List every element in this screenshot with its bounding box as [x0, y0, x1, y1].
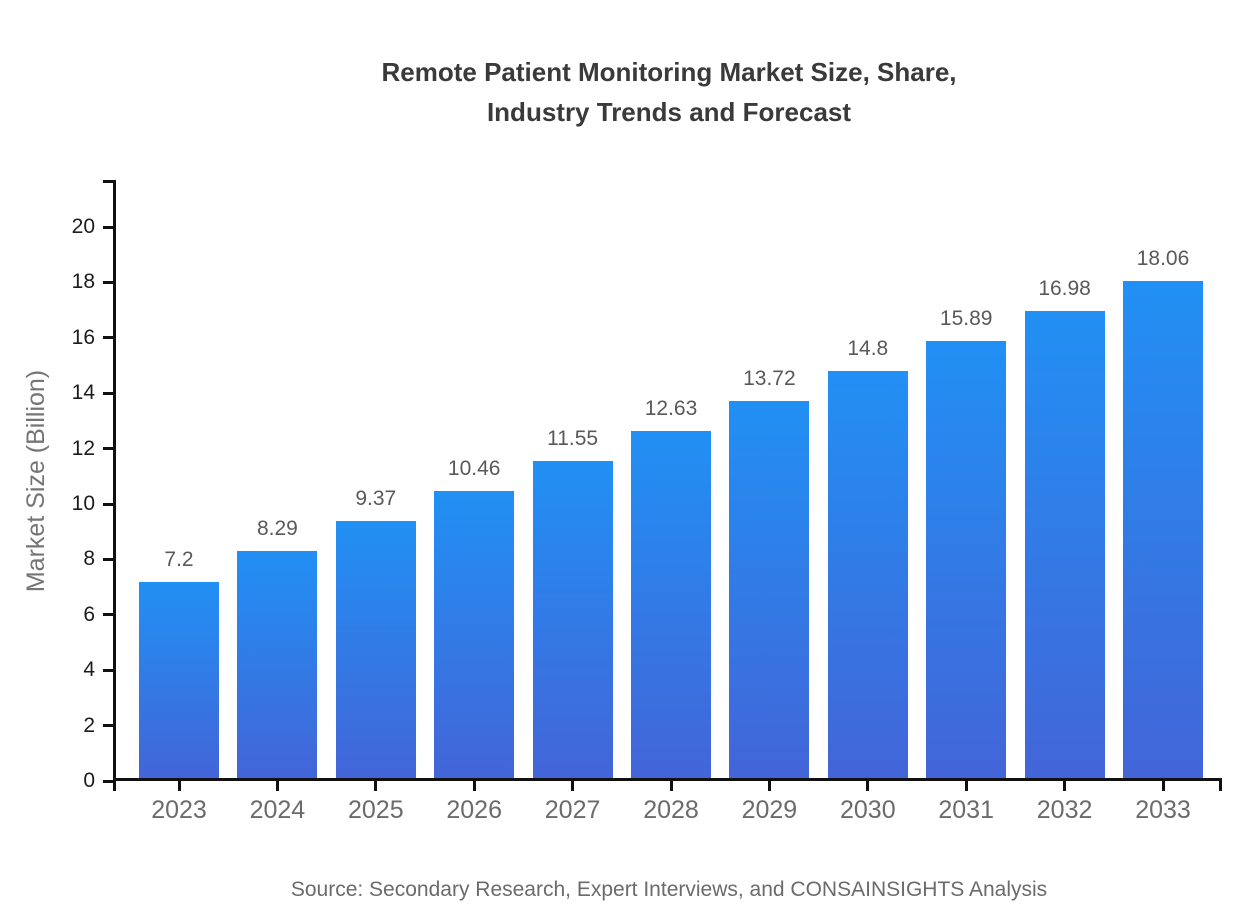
y-tick-label: 12	[71, 436, 95, 460]
x-tick-label: 2033	[1135, 796, 1191, 824]
y-tick-label: 8	[83, 547, 95, 571]
y-tick-mark	[103, 557, 113, 561]
chart-title-line2: Industry Trends and Forecast	[486, 97, 852, 127]
bar-value-label: 15.89	[939, 306, 993, 330]
bar-value-label: 18.06	[1136, 246, 1190, 270]
bar-value-label: 14.8	[847, 337, 889, 361]
bar-2027	[532, 461, 613, 778]
x-tick-label: 2027	[544, 796, 601, 824]
bar-value-label: 10.46	[447, 457, 501, 481]
y-tick-label: 6	[83, 602, 95, 626]
y-tick-label: 14	[71, 381, 95, 405]
y-tick-label: 4	[83, 658, 95, 682]
y-tick-mark	[103, 280, 113, 284]
y-tick-mark	[103, 502, 113, 506]
y-tick-mark	[103, 447, 113, 451]
x-axis-line	[113, 778, 1222, 781]
bar-2025	[335, 521, 416, 778]
x-tick-label: 2026	[446, 796, 502, 824]
x-tick-label: 2023	[151, 796, 207, 824]
bar-value-label: 12.63	[644, 397, 698, 421]
chart-title: Remote Patient Monitoring Market Size, S…	[116, 52, 1222, 132]
bar-2030	[827, 371, 908, 778]
x-tick-label: 2025	[347, 796, 404, 824]
bar-2028	[631, 431, 711, 778]
bar-2026	[434, 491, 515, 778]
y-tick-mark	[103, 225, 113, 229]
x-tick-label: 2031	[938, 796, 994, 824]
y-axis-end-tick	[103, 180, 113, 183]
y-axis-line	[113, 180, 116, 791]
x-tick-mark	[1063, 781, 1067, 791]
bar-value-label: 11.55	[547, 427, 599, 451]
x-tick-mark	[669, 781, 673, 791]
x-tick-label: 2029	[741, 796, 798, 824]
y-tick-label: 0	[83, 769, 95, 792]
x-tick-mark	[1161, 781, 1165, 791]
bar-value-label: 8.29	[256, 517, 298, 541]
y-tick-label: 20	[71, 215, 95, 238]
x-tick-mark	[374, 781, 378, 791]
chart-title-line1: Remote Patient Monitoring Market Size, S…	[381, 57, 957, 87]
x-tick-mark	[472, 781, 476, 791]
y-tick-mark	[103, 336, 113, 340]
y-tick-label: 16	[71, 325, 95, 349]
y-tick-mark	[103, 391, 113, 395]
x-tick-mark	[767, 781, 771, 791]
y-tick-mark	[103, 668, 113, 672]
bar-value-label: 13.72	[743, 366, 796, 390]
x-axis-end-tick	[1219, 781, 1222, 791]
x-tick-mark	[275, 781, 279, 791]
x-tick-mark	[866, 781, 870, 791]
bar-value-label: 7.2	[164, 547, 194, 571]
y-tick-mark	[103, 779, 113, 783]
bar-2033	[1123, 280, 1203, 778]
x-tick-label: 2032	[1036, 796, 1093, 824]
source-note: Source: Secondary Research, Expert Inter…	[290, 878, 1048, 901]
bar-2029	[729, 400, 810, 778]
y-tick-label: 18	[71, 270, 95, 294]
bar-2032	[1024, 310, 1105, 778]
y-tick-label: 10	[71, 492, 95, 515]
x-tick-label: 2024	[249, 796, 306, 824]
y-tick-label: 2	[83, 713, 95, 737]
x-tick-label: 2028	[643, 796, 699, 824]
bar-value-label: 9.37	[355, 487, 397, 511]
x-tick-label: 2030	[839, 796, 896, 824]
x-tick-mark	[571, 781, 575, 791]
x-tick-mark	[964, 781, 968, 791]
bar-2023	[139, 581, 219, 778]
bar-value-label: 16.98	[1038, 276, 1091, 300]
x-tick-mark	[177, 781, 181, 791]
y-tick-mark	[103, 613, 113, 617]
y-tick-mark	[103, 724, 113, 728]
bar-2031	[926, 340, 1007, 778]
bar-2024	[237, 551, 318, 778]
